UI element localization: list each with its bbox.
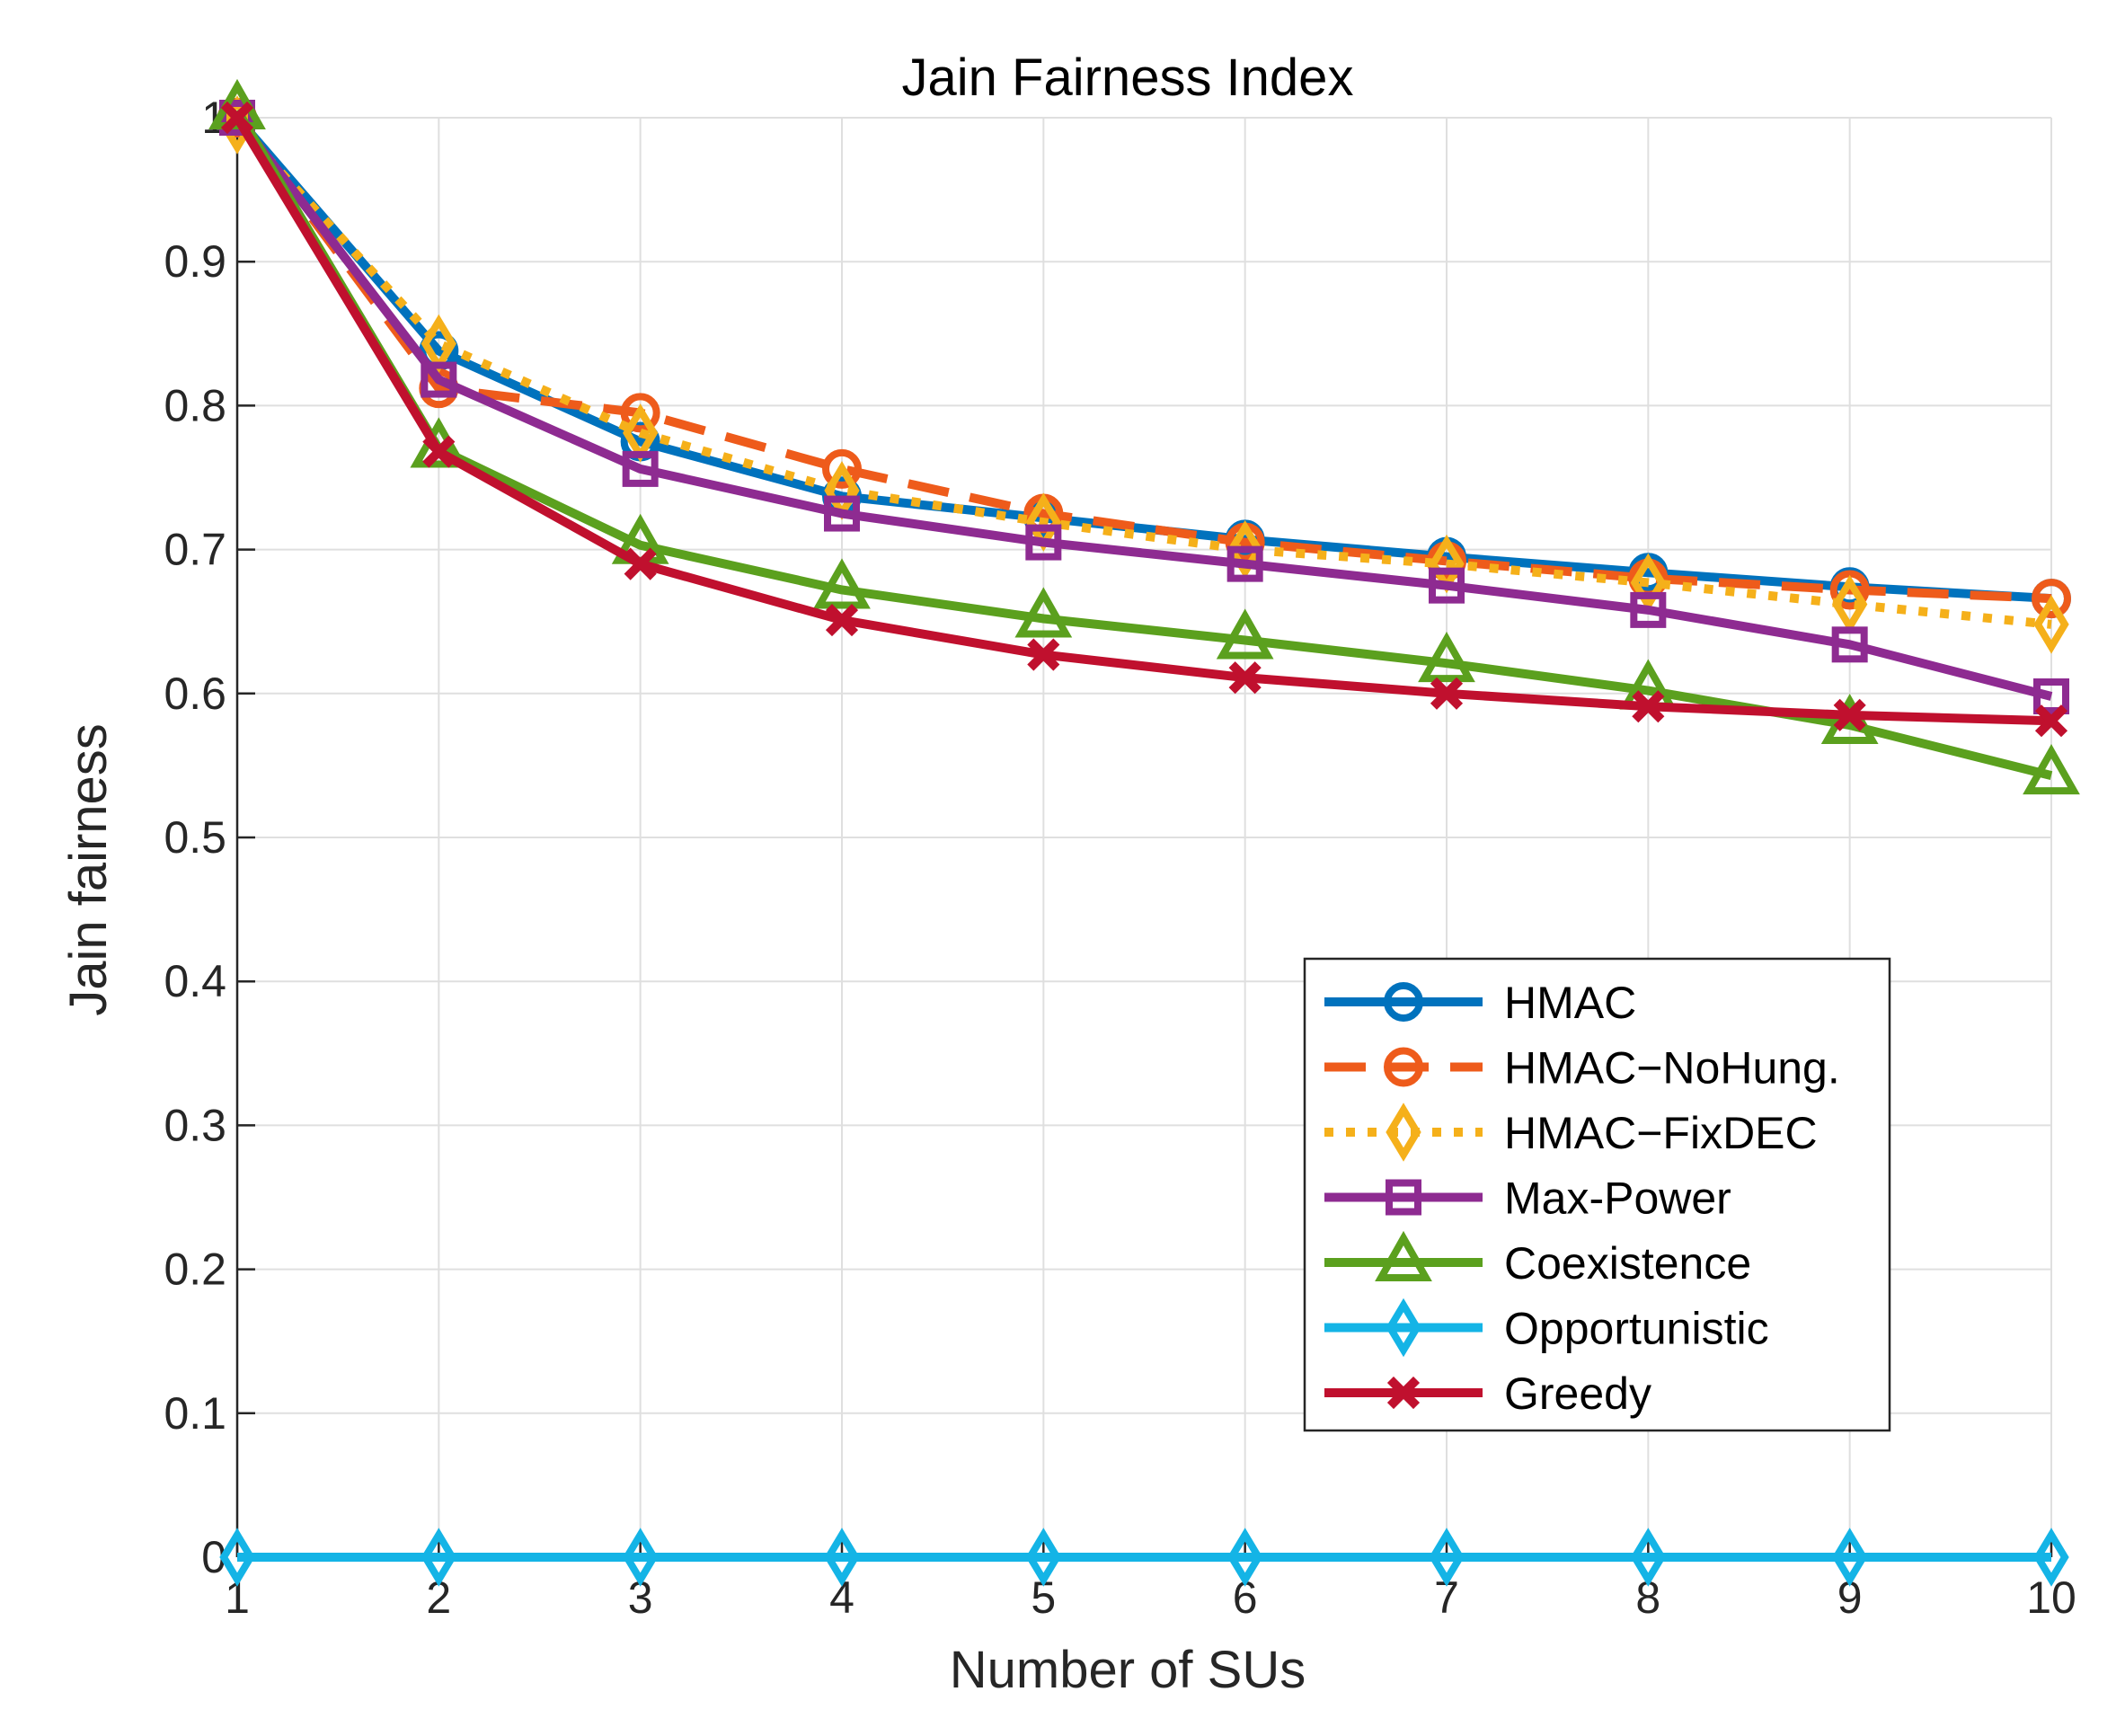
series-3-point-8 (1630, 591, 1667, 628)
series-3-point-2 (421, 361, 457, 398)
series-3-point-10 (2033, 678, 2069, 715)
legend-marker-2 (1386, 1103, 1421, 1162)
y-tick-label-6: 0.6 (164, 669, 226, 719)
chart-title: Jain Fairness Index (902, 49, 1354, 107)
series-5-point-6 (1227, 1528, 1263, 1587)
series-4-point-6 (1216, 608, 1274, 660)
series-2-point-10 (2033, 595, 2069, 654)
series-5-point-5 (1025, 1528, 1061, 1587)
legend-marker-3 (1386, 1179, 1421, 1216)
series-1-point-3 (620, 393, 660, 433)
series-6-point-3 (624, 547, 657, 580)
series-6-point-2 (422, 435, 456, 468)
series-2-point-6 (1227, 519, 1263, 580)
series-3-point-4 (824, 495, 860, 532)
series-6-point-5 (1027, 638, 1060, 671)
x-axis-label: Number of SUs (950, 1641, 1306, 1699)
series-5-point-9 (1832, 1528, 1868, 1587)
y-tick-label-4: 0.4 (164, 956, 226, 1006)
series-5-point-7 (1429, 1528, 1465, 1587)
series-3-point-3 (622, 450, 659, 487)
y-tick-label-9: 0.9 (164, 236, 226, 287)
series-line-1 (233, 115, 2052, 604)
series-3-point-6 (1226, 545, 1263, 582)
series-6-point-6 (1228, 661, 1262, 695)
series-6-point-8 (1632, 690, 1665, 723)
legend-label-1: HMAC−NoHung. (1504, 1043, 1840, 1094)
series-4-point-10 (2023, 744, 2080, 795)
legend-label-6: Greedy (1504, 1368, 1651, 1419)
y-tick-label-5: 0.5 (164, 812, 226, 863)
series-5-point-2 (421, 1528, 456, 1587)
legend-marker-0 (1384, 982, 1423, 1022)
series-5-point-4 (824, 1528, 860, 1587)
series-2-point-8 (1630, 553, 1666, 613)
legend-marker-6 (1386, 1376, 1421, 1410)
y-axis-label: Jain fairness (59, 723, 118, 1016)
series-5-point-3 (623, 1528, 659, 1587)
series-3-point-7 (1429, 567, 1465, 604)
series-5-point-8 (1630, 1528, 1666, 1587)
legend-label-4: Coexistence (1504, 1238, 1751, 1289)
series-6-point-1 (220, 101, 254, 135)
series (208, 78, 2080, 1587)
series-6-point-10 (2034, 704, 2068, 738)
legend-marker-4 (1375, 1230, 1432, 1281)
series-5-point-1 (219, 1528, 255, 1587)
legend-label-3: Max-Power (1504, 1174, 1731, 1224)
series-6-point-7 (1430, 677, 1464, 710)
y-tick-label-8: 0.8 (164, 380, 226, 430)
legend-label-5: Opportunistic (1504, 1304, 1769, 1354)
legend-label-2: HMAC−FixDEC (1504, 1108, 1818, 1158)
series-6 (220, 101, 2068, 738)
series-5-point-10 (2033, 1528, 2069, 1587)
series-3-point-5 (1025, 524, 1062, 561)
y-tick-label-7: 0.7 (164, 525, 226, 575)
series-line-6 (233, 115, 2052, 726)
legend-marker-1 (1384, 1047, 1423, 1087)
legend-marker-5 (1386, 1298, 1421, 1358)
series-line-3 (234, 114, 2053, 701)
series-5 (219, 1528, 2069, 1587)
series-1-point-4 (822, 448, 862, 489)
series-1-point-9 (1829, 570, 1870, 610)
series-1-point-10 (2032, 579, 2071, 619)
y-tick-label-2: 0.2 (164, 1244, 226, 1295)
y-tick-label-3: 0.3 (164, 1100, 226, 1150)
series-4-point-5 (1014, 587, 1073, 638)
series-3-point-9 (1831, 626, 1868, 663)
series-4-point-4 (813, 558, 871, 609)
series-4-point-7 (1418, 632, 1475, 683)
series-6-point-9 (1833, 698, 1866, 731)
legend: HMAC HMAC−NoHung. HMAC−FixDEC Max-Power Coex… (1303, 957, 1891, 1432)
y-tick-label-1: 0.1 (164, 1388, 226, 1439)
series-line-2 (234, 121, 2052, 629)
series-6-point-4 (825, 604, 859, 637)
legend-label-0: HMAC (1504, 978, 1636, 1028)
